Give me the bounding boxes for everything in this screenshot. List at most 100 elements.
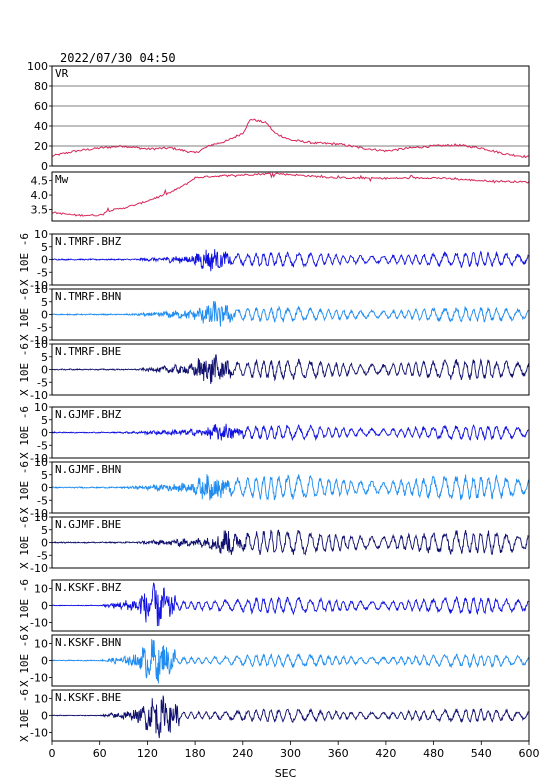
x-tick-label: 0 [49, 747, 56, 760]
y-tick-label: 0 [41, 537, 48, 550]
y-tick-label: -10 [30, 672, 48, 685]
y-unit-label: X 10E -6 [18, 634, 31, 687]
y-tick-label: 0 [41, 427, 48, 440]
panel-label: VR [55, 67, 69, 80]
x-tick-label: 540 [471, 747, 492, 760]
waveform-n-tmrf-bhn [51, 300, 529, 327]
panel-n-kskf-bhz: -10 0 10 N.KSKF.BHZ X 10E -6 [18, 579, 530, 632]
y-tick-label: -5 [37, 494, 48, 507]
y-tick-label: 10 [34, 401, 48, 414]
series-line-mw [51, 172, 530, 217]
y-tick-label: 10 [34, 693, 48, 706]
y-tick-label: 3.5 [31, 203, 49, 216]
y-tick-label: -10 [30, 507, 48, 520]
x-tick-label: 180 [185, 747, 206, 760]
series-line-vr [51, 118, 530, 159]
y-tick-label: 0 [41, 160, 48, 173]
y-tick-label: -10 [30, 334, 48, 347]
panel-label: N.KSKF.BHN [55, 636, 121, 649]
y-unit-label: X 10E -6 [18, 579, 31, 632]
waveform-n-gjmf-bhe [51, 529, 529, 556]
waveform-n-gjmf-bhn [52, 473, 529, 501]
panel-label: N.TMRF.BHZ [55, 235, 122, 248]
panel-n-kskf-bhn: -10 0 10 N.KSKF.BHN X 10E -6 [18, 634, 530, 687]
y-unit-label: X 10E -6 [18, 689, 31, 742]
panel-frame [51, 579, 530, 632]
y-tick-label: -10 [30, 452, 48, 465]
y-tick-label: 10 [34, 338, 48, 351]
y-tick-label: -5 [37, 321, 48, 334]
y-tick-label: 5 [41, 351, 48, 364]
panel-label: N.GJMF.BHN [55, 463, 121, 476]
panel-label: N.GJMF.BHE [55, 518, 121, 531]
panel-label: N.GJMF.BHZ [55, 408, 122, 421]
y-tick-label: 10 [34, 583, 48, 596]
y-tick-label: 0 [41, 655, 48, 668]
y-tick-label: 80 [34, 80, 48, 93]
panel-frame [51, 461, 530, 514]
panel-label: N.KSKF.BHE [55, 691, 121, 704]
x-tick-label: 420 [375, 747, 396, 760]
panel-mw: 3.54.04.5 Mw [31, 171, 530, 222]
y-tick-label: -10 [30, 617, 48, 630]
y-unit-label: X 10E -6 [18, 461, 31, 514]
panel-frame [51, 65, 530, 167]
y-unit-label: X 10E -6 [18, 233, 31, 286]
waveform-n-kskf-bhe [52, 695, 529, 739]
panel-frame [51, 516, 530, 569]
x-tick-label: 300 [280, 747, 301, 760]
panel-label: N.TMRF.BHN [55, 290, 121, 303]
x-tick-label: 120 [137, 747, 158, 760]
y-unit-label: X 10E -6 [18, 516, 31, 569]
waveform-n-tmrf-bhz [51, 249, 529, 272]
y-tick-label: 4.5 [31, 175, 49, 188]
y-unit-label: X 10E -6 [18, 343, 31, 396]
y-tick-label: 0 [41, 254, 48, 267]
y-tick-label: 5 [41, 296, 48, 309]
x-axis-label: SEC [275, 767, 297, 780]
waveform-n-gjmf-bhz [51, 423, 529, 442]
y-tick-label: 5 [41, 241, 48, 254]
panel-frame [51, 634, 530, 687]
panel-label: N.TMRF.BHE [55, 345, 121, 358]
x-tick-label: 600 [519, 747, 540, 760]
y-tick-label: 4.0 [31, 189, 49, 202]
y-tick-label: 100 [27, 60, 48, 73]
panel-frame [51, 406, 530, 459]
x-tick-label: 360 [328, 747, 349, 760]
y-tick-label: -10 [30, 562, 48, 575]
y-tick-label: 0 [41, 600, 48, 613]
y-tick-label: 10 [34, 283, 48, 296]
panel-label: Mw [55, 173, 69, 186]
y-tick-label: 60 [34, 100, 48, 113]
waveform-n-kskf-bhz [51, 582, 529, 627]
panel-frame [51, 343, 530, 396]
panel-label: N.KSKF.BHZ [55, 581, 122, 594]
y-tick-label: 10 [34, 638, 48, 651]
y-tick-label: 10 [34, 456, 48, 469]
panel-frame [51, 233, 530, 286]
y-tick-label: 0 [41, 482, 48, 495]
x-tick-label: 480 [423, 747, 444, 760]
y-tick-label: -10 [30, 727, 48, 740]
y-tick-label: 0 [41, 309, 48, 322]
y-tick-label: 10 [34, 511, 48, 524]
waveform-n-tmrf-bhe [51, 354, 529, 385]
y-unit-label: X 10E -6 [18, 406, 31, 459]
y-tick-label: 5 [41, 524, 48, 537]
panel-frame [51, 171, 530, 222]
y-tick-label: -5 [37, 376, 48, 389]
x-tick-label: 60 [93, 747, 107, 760]
y-tick-label: 20 [34, 140, 48, 153]
x-tick-label: 240 [232, 747, 253, 760]
y-tick-label: -5 [37, 439, 48, 452]
panel-vr: 0 20 40 60 80 100 VR [27, 60, 530, 173]
panel-frame [51, 288, 530, 341]
y-tick-label: -10 [30, 279, 48, 292]
y-tick-label: 10 [34, 228, 48, 241]
